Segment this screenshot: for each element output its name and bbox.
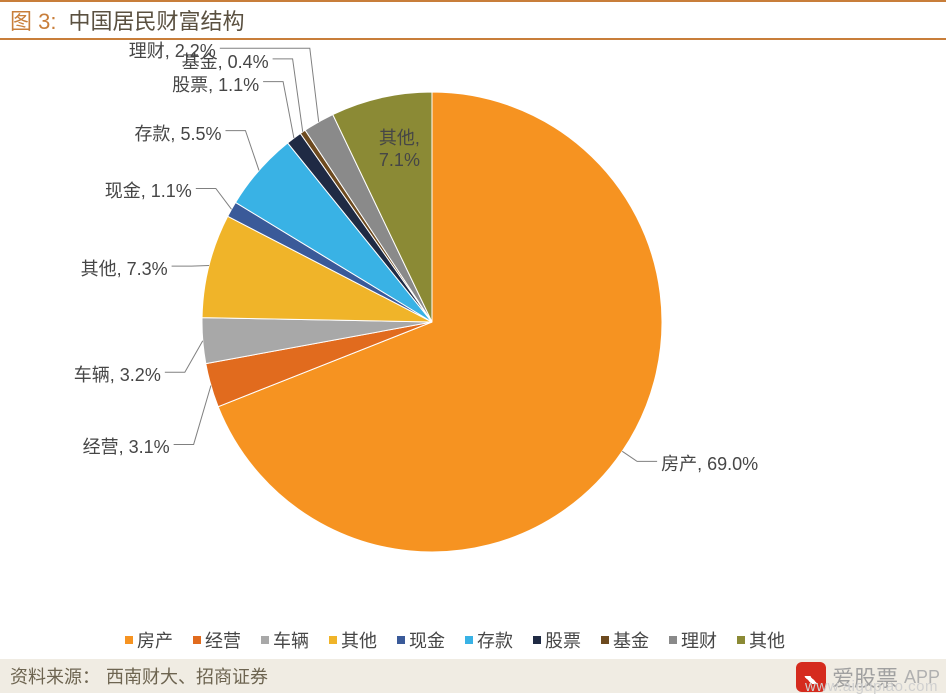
legend-item: 车辆 bbox=[261, 627, 309, 653]
slice-label: 理财, 2.2% bbox=[129, 37, 216, 63]
slice-label: 现金, 1.1% bbox=[105, 177, 192, 203]
leader-line bbox=[165, 341, 203, 372]
figure-number: 图 3: bbox=[10, 4, 56, 36]
slice-label: 房产, 69.0% bbox=[661, 450, 758, 476]
legend-label: 存款 bbox=[477, 627, 513, 653]
figure-title-bar: 图 3: 中国居民财富结构 bbox=[0, 0, 946, 40]
slice-label: 存款, 5.5% bbox=[134, 120, 221, 146]
watermark-url: www.aigupiao.com bbox=[805, 678, 938, 695]
legend-label: 经营 bbox=[205, 627, 241, 653]
slice-label: 车辆, 3.2% bbox=[74, 361, 161, 387]
source-text: 西南财大、招商证券 bbox=[106, 663, 268, 689]
legend: 房产 经营 车辆 其他 现金 存款 股票 基金 理财 其他 bbox=[125, 627, 785, 653]
pie-chart bbox=[200, 90, 664, 554]
legend-swatch bbox=[125, 636, 133, 644]
legend-swatch bbox=[193, 636, 201, 644]
slice-label: 其他, 7.3% bbox=[81, 255, 168, 281]
legend-swatch bbox=[261, 636, 269, 644]
legend-swatch bbox=[329, 636, 337, 644]
legend-label: 其他 bbox=[749, 627, 785, 653]
legend-swatch bbox=[397, 636, 405, 644]
legend-label: 房产 bbox=[137, 627, 173, 653]
legend-swatch bbox=[601, 636, 609, 644]
legend-item: 理财 bbox=[669, 627, 717, 653]
slice-label: 经营, 3.1% bbox=[83, 433, 170, 459]
slice-label: 其他, 7.1% bbox=[379, 124, 420, 171]
source-label: 资料来源： bbox=[10, 663, 100, 689]
legend-label: 理财 bbox=[681, 627, 717, 653]
legend-item: 存款 bbox=[465, 627, 513, 653]
legend-label: 其他 bbox=[341, 627, 377, 653]
figure-title: 中国居民财富结构 bbox=[68, 4, 244, 36]
legend-item: 房产 bbox=[125, 627, 173, 653]
legend-swatch bbox=[669, 636, 677, 644]
legend-item: 其他 bbox=[737, 627, 785, 653]
slice-label: 股票, 1.1% bbox=[172, 71, 259, 97]
legend-item: 基金 bbox=[601, 627, 649, 653]
legend-item: 其他 bbox=[329, 627, 377, 653]
legend-item: 经营 bbox=[193, 627, 241, 653]
legend-label: 车辆 bbox=[273, 627, 309, 653]
legend-label: 股票 bbox=[545, 627, 581, 653]
legend-swatch bbox=[465, 636, 473, 644]
legend-label: 基金 bbox=[613, 627, 649, 653]
legend-label: 现金 bbox=[409, 627, 445, 653]
legend-swatch bbox=[737, 636, 745, 644]
legend-item: 股票 bbox=[533, 627, 581, 653]
legend-item: 现金 bbox=[397, 627, 445, 653]
chart-area: 房产, 69.0% 经营, 3.1% 车辆, 3.2% 其他, 7.3% 现金, 1.1… bbox=[0, 40, 946, 600]
legend-swatch bbox=[533, 636, 541, 644]
